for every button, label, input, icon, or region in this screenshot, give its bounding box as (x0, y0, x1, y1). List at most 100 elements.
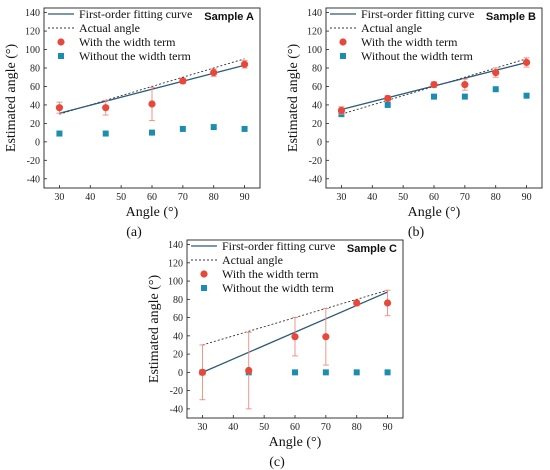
y-tick-label: 80 (30, 64, 40, 75)
with-width-point (353, 299, 361, 307)
x-tick-label: 30 (336, 192, 346, 203)
y-tick-label: 80 (312, 64, 322, 75)
y-tick-label: 20 (312, 119, 322, 130)
panel-caption: (a) (126, 225, 142, 240)
x-tick-label: 90 (383, 422, 393, 433)
with-width-point (210, 69, 218, 77)
without-width-point (353, 369, 360, 376)
without-width-point (384, 101, 391, 108)
chart-panel-2: -40 -20 0 20 40 60 80 100 120 140 30 40 50 60 70 80 90 An… (286, 7, 543, 240)
with-width-point (102, 104, 110, 112)
x-tick-label: 40 (367, 192, 377, 203)
y-tick-label: -40 (27, 174, 40, 185)
legend-with-swatch (57, 38, 65, 46)
without-width-point (431, 93, 437, 100)
with-width-point (198, 368, 207, 376)
x-tick-label: 60 (147, 192, 157, 203)
x-axis-label: Angle (°) (126, 205, 179, 220)
y-tick-label: 100 (25, 45, 40, 56)
legend-without-swatch (58, 53, 64, 59)
y-tick-label: 20 (173, 350, 183, 361)
y-tick-label: 100 (307, 45, 322, 56)
legend-actual-label: Actual angle (361, 21, 422, 35)
x-tick-label: 30 (197, 422, 207, 433)
y-tick-label: 120 (307, 27, 322, 38)
without-width-point (292, 369, 298, 376)
x-tick-label: 50 (259, 422, 269, 433)
with-width-point (179, 77, 187, 85)
y-tick-label: 40 (30, 100, 40, 111)
with-width-point (240, 60, 249, 68)
legend-without-swatch (201, 285, 207, 291)
legend-actual-label: Actual angle (222, 253, 283, 267)
legend-with-label: With the width term (361, 35, 458, 49)
legend-without-label: Without the width term (361, 49, 473, 63)
without-width-point (384, 369, 391, 376)
y-tick-label: 140 (25, 8, 40, 19)
legend-fit-label: First-order fitting curve (222, 239, 335, 253)
with-width-point (461, 81, 469, 89)
without-width-point (179, 125, 186, 132)
x-tick-label: 50 (398, 192, 408, 203)
with-width-point (384, 94, 392, 103)
y-tick-label: 140 (168, 240, 183, 251)
y-tick-label: 80 (173, 295, 183, 306)
x-tick-label: 90 (522, 192, 532, 203)
without-width-point (241, 125, 248, 132)
with-width-point (492, 69, 500, 77)
x-tick-label: 30 (54, 192, 64, 203)
y-tick-label: 0 (317, 137, 322, 148)
y-tick-label: 120 (168, 258, 183, 269)
sample-label: Sample C (347, 243, 397, 255)
x-tick-label: 90 (240, 192, 250, 203)
y-axis-label: Estimated angle (°) (147, 275, 162, 384)
x-tick-label: 70 (460, 192, 470, 203)
legend-without-label: Without the width term (79, 49, 191, 63)
x-axis-label: Angle (°) (269, 435, 322, 450)
x-axis-label: Angle (°) (408, 205, 461, 220)
legend-without-label: Without the width term (222, 281, 334, 295)
with-width-point (55, 104, 64, 112)
y-tick-label: 60 (30, 82, 40, 93)
with-width-point (291, 333, 299, 341)
y-tick-label: -20 (27, 156, 40, 167)
sample-label: Sample A (204, 11, 254, 23)
without-width-point (102, 130, 109, 137)
legend-with-label: With the width term (79, 35, 176, 49)
x-tick-label: 80 (209, 192, 219, 203)
with-width-point (337, 106, 346, 115)
x-tick-label: 80 (352, 422, 362, 433)
legend-with-swatch (339, 38, 347, 46)
x-tick-label: 60 (429, 192, 439, 203)
legend-with-label: With the width term (222, 267, 319, 281)
x-tick-label: 70 (178, 192, 188, 203)
legend-actual-label: Actual angle (79, 21, 140, 35)
with-width-point (522, 58, 531, 67)
panel-caption: (b) (408, 225, 425, 240)
x-tick-label: 60 (290, 422, 300, 433)
y-tick-label: -40 (309, 174, 322, 185)
legend-with-swatch (200, 270, 208, 278)
y-tick-label: 40 (312, 100, 322, 111)
legend-fit-label: First-order fitting curve (79, 7, 192, 21)
with-width-point (245, 366, 253, 375)
with-width-point (148, 100, 156, 108)
y-tick-label: -20 (170, 386, 183, 397)
y-tick-label: 20 (30, 119, 40, 130)
with-width-point (383, 299, 392, 307)
with-width-point (430, 81, 438, 89)
without-width-point (523, 92, 530, 99)
x-tick-label: 40 (228, 422, 238, 433)
y-tick-label: 40 (173, 331, 183, 342)
with-width-point (322, 333, 330, 341)
y-axis-label: Estimated angle (°) (4, 44, 19, 153)
x-tick-label: 70 (321, 422, 331, 433)
y-tick-label: 0 (178, 368, 183, 379)
y-tick-label: 100 (168, 277, 183, 288)
legend-without-swatch (340, 53, 346, 59)
chart-panel-3: -40 -20 0 20 40 60 80 100 120 140 30 40 50 60 70 80 90 An… (147, 239, 404, 470)
y-tick-label: 0 (35, 137, 40, 148)
chart-panel-1: -40 -20 0 20 40 60 80 100 120 140 30 40 50 60 70 80 90 An… (4, 7, 261, 240)
without-width-point (149, 129, 155, 136)
